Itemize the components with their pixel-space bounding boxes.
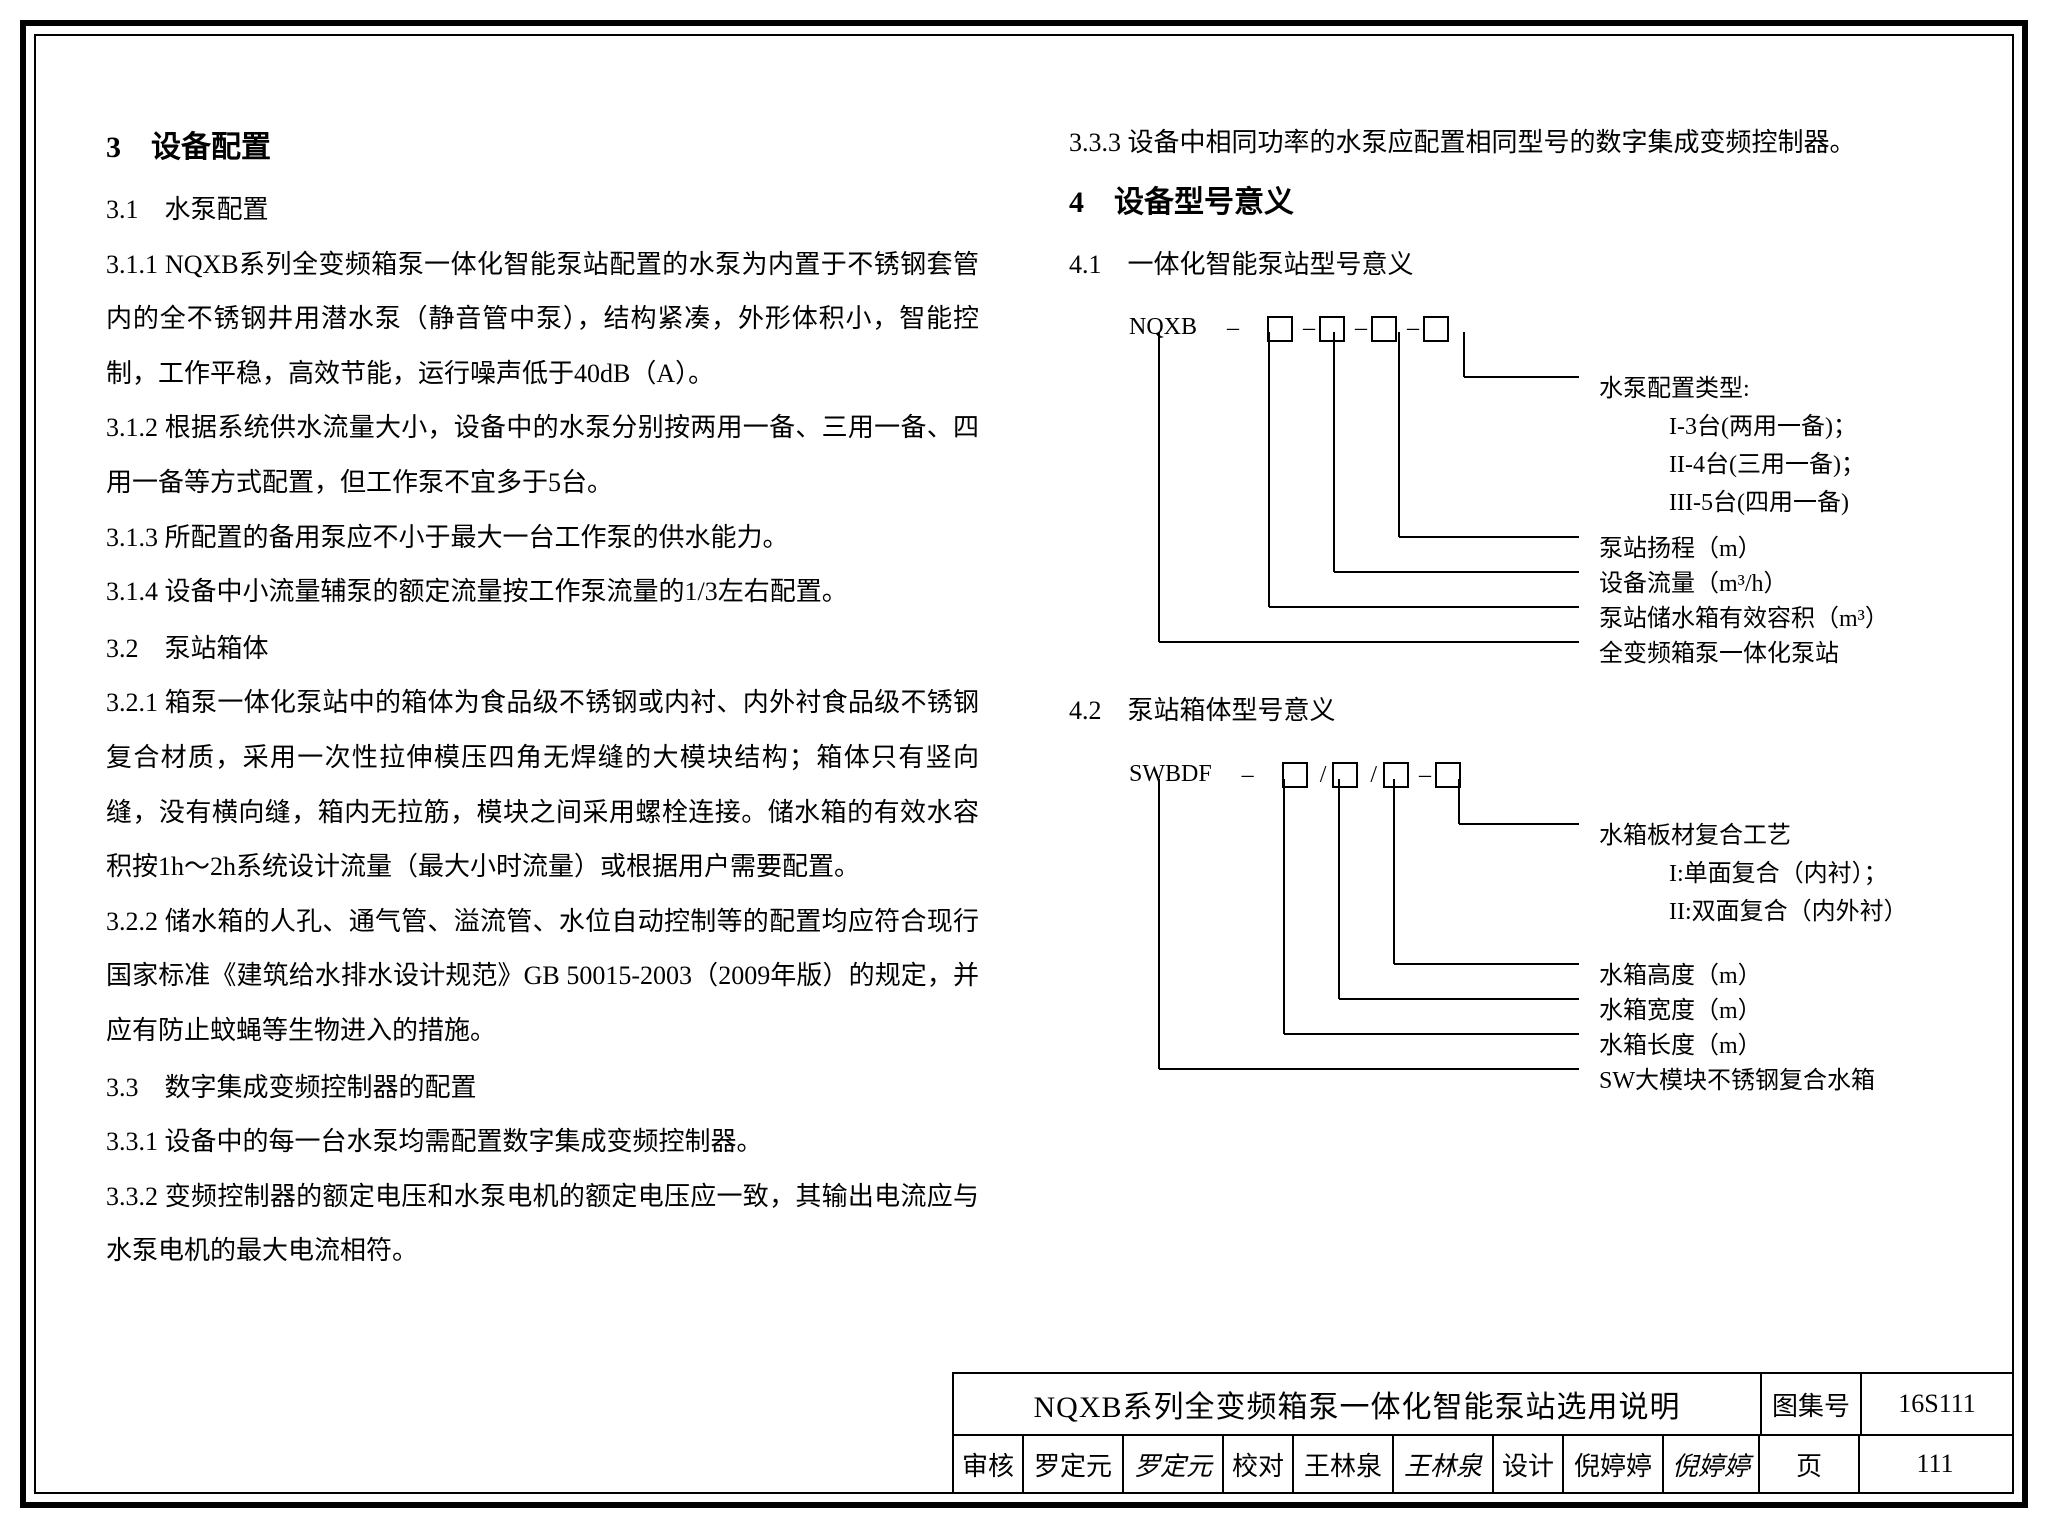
check-label: 校对	[1224, 1436, 1294, 1492]
heading-3-2: 3.2 泵站箱体	[106, 622, 979, 677]
inner-frame: 3 设备配置 3.1 水泵配置 3.1.1 NQXB系列全变频箱泵一体化智能泵站…	[34, 34, 2014, 1494]
drawing-title: NQXB系列全变频箱泵一体化智能泵站选用说明	[954, 1374, 1762, 1434]
titleblock-row2: 审核 罗定元 罗定元 校对 王林泉 王林泉 设计 倪婷婷 倪婷婷 页 111	[954, 1436, 2012, 1492]
d2-l1b: II:双面复合（内外衬）	[1669, 887, 1908, 937]
drawing-page: 3 设备配置 3.1 水泵配置 3.1.1 NQXB系列全变频箱泵一体化智能泵站…	[20, 20, 2028, 1508]
heading-3: 3 设备配置	[106, 116, 979, 179]
d1-l1c: III-5台(四用一备)	[1669, 478, 1849, 528]
review-signature: 罗定元	[1124, 1436, 1224, 1492]
atlas-number: 16S111	[1862, 1374, 2012, 1434]
design-signature: 倪婷婷	[1664, 1436, 1760, 1492]
check-name: 王林泉	[1294, 1436, 1394, 1492]
heading-3-1: 3.1 水泵配置	[106, 183, 979, 238]
page-label: 页	[1760, 1436, 1860, 1492]
d2-l5: SW大模块不锈钢复合水箱	[1599, 1056, 1875, 1106]
design-label: 设计	[1494, 1436, 1564, 1492]
heading-4-2: 4.2 泵站箱体型号意义	[1069, 684, 1942, 739]
titleblock-row1: NQXB系列全变频箱泵一体化智能泵站选用说明 图集号 16S111	[954, 1374, 2012, 1436]
heading-3-3: 3.3 数字集成变频控制器的配置	[106, 1061, 979, 1116]
review-label: 审核	[954, 1436, 1024, 1492]
para-3-1-3: 3.1.3 所配置的备用泵应不小于最大一台工作泵的供水能力。	[106, 511, 979, 566]
left-column: 3 设备配置 3.1 水泵配置 3.1.1 NQXB系列全变频箱泵一体化智能泵站…	[106, 116, 979, 1302]
review-name: 罗定元	[1024, 1436, 1124, 1492]
page-number: 111	[1860, 1436, 2010, 1492]
heading-4-1: 4.1 一体化智能泵站型号意义	[1069, 238, 1942, 293]
design-name: 倪婷婷	[1564, 1436, 1664, 1492]
para-3-1-4: 3.1.4 设备中小流量辅泵的额定流量按工作泵流量的1/3左右配置。	[106, 565, 979, 620]
check-signature: 王林泉	[1394, 1436, 1494, 1492]
para-3-1-2: 3.1.2 根据系统供水流量大小，设备中的水泵分别按两用一备、三用一备、四用一备…	[106, 401, 979, 510]
model-diagram-2: SWBDF – / / –	[1069, 749, 1942, 1109]
para-3-3-3: 3.3.3 设备中相同功率的水泵应配置相同型号的数字集成变频控制器。	[1069, 116, 1942, 171]
para-3-3-2: 3.3.2 变频控制器的额定电压和水泵电机的额定电压应一致，其输出电流应与水泵电…	[106, 1170, 979, 1279]
atlas-label: 图集号	[1762, 1374, 1862, 1434]
para-3-1-1: 3.1.1 NQXB系列全变频箱泵一体化智能泵站配置的水泵为内置于不锈钢套管内的…	[106, 238, 979, 402]
title-block: NQXB系列全变频箱泵一体化智能泵站选用说明 图集号 16S111 审核 罗定元…	[952, 1372, 2012, 1492]
para-3-3-1: 3.3.1 设备中的每一台水泵均需配置数字集成变频控制器。	[106, 1115, 979, 1170]
heading-4: 4 设备型号意义	[1069, 171, 1942, 234]
para-3-2-1: 3.2.1 箱泵一体化泵站中的箱体为食品级不锈钢或内衬、内外衬食品级不锈钢复合材…	[106, 676, 979, 894]
right-column: 3.3.3 设备中相同功率的水泵应配置相同型号的数字集成变频控制器。 4 设备型…	[1069, 116, 1942, 1302]
model-diagram-1: NQXB – – – –	[1069, 302, 1942, 682]
d1-l5: 全变频箱泵一体化泵站	[1599, 629, 1839, 679]
para-3-2-2: 3.2.2 储水箱的人孔、通气管、溢流管、水位自动控制等的配置均应符合现行国家标…	[106, 895, 979, 1059]
content-columns: 3 设备配置 3.1 水泵配置 3.1.1 NQXB系列全变频箱泵一体化智能泵站…	[106, 116, 1942, 1302]
